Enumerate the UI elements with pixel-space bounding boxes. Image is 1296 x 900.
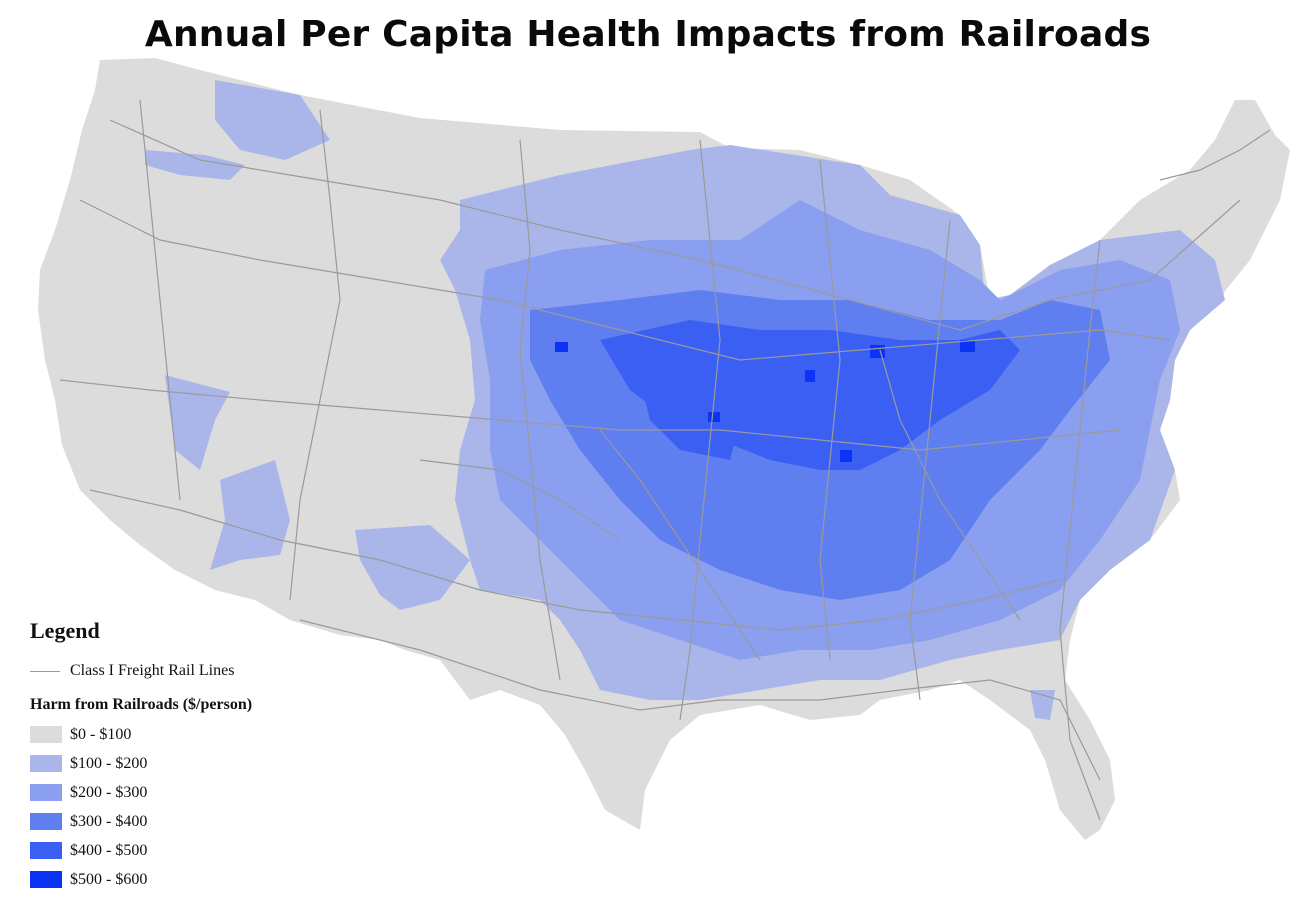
bin-swatch: [30, 842, 62, 859]
harm-choropleth: [145, 80, 1225, 720]
legend-heading: Legend: [30, 618, 100, 643]
legend-bin: $100 - $200: [30, 749, 350, 778]
map-title: Annual Per Capita Health Impacts from Ra…: [144, 14, 1152, 55]
class-i-rail-lines: [59, 99, 1271, 821]
rail-line-swatch: [30, 670, 60, 672]
bin-swatch: [30, 813, 62, 830]
harm-bins: $0 - $100 $100 - $200 $200 - $300 $300 -…: [30, 720, 350, 894]
bin-swatch: [30, 755, 62, 772]
legend-bin: $500 - $600: [30, 865, 350, 894]
bin-label: $300 - $400: [70, 812, 148, 830]
legend-bin: $200 - $300: [30, 778, 350, 807]
bin-label: $200 - $300: [70, 783, 148, 801]
bin-label: $500 - $600: [70, 870, 148, 888]
bin-label: $400 - $500: [70, 841, 148, 859]
bin-label: $0 - $100: [70, 725, 132, 743]
legend-rail-label: Class I Freight Rail Lines: [70, 662, 235, 679]
legend-bin: $400 - $500: [30, 836, 350, 865]
bin-swatch: [30, 784, 62, 801]
legend-bin: $0 - $100: [30, 720, 350, 749]
legend-rail-item: Class I Freight Rail Lines: [30, 658, 350, 684]
bin-swatch: [30, 871, 62, 888]
legend: Legend Class I Freight Rail Lines Harm f…: [30, 618, 350, 894]
harm-legend-heading: Harm from Railroads ($/person): [30, 696, 253, 713]
legend-bin: $300 - $400: [30, 807, 350, 836]
bin-label: $100 - $200: [70, 754, 148, 772]
bin-swatch: [30, 726, 62, 743]
